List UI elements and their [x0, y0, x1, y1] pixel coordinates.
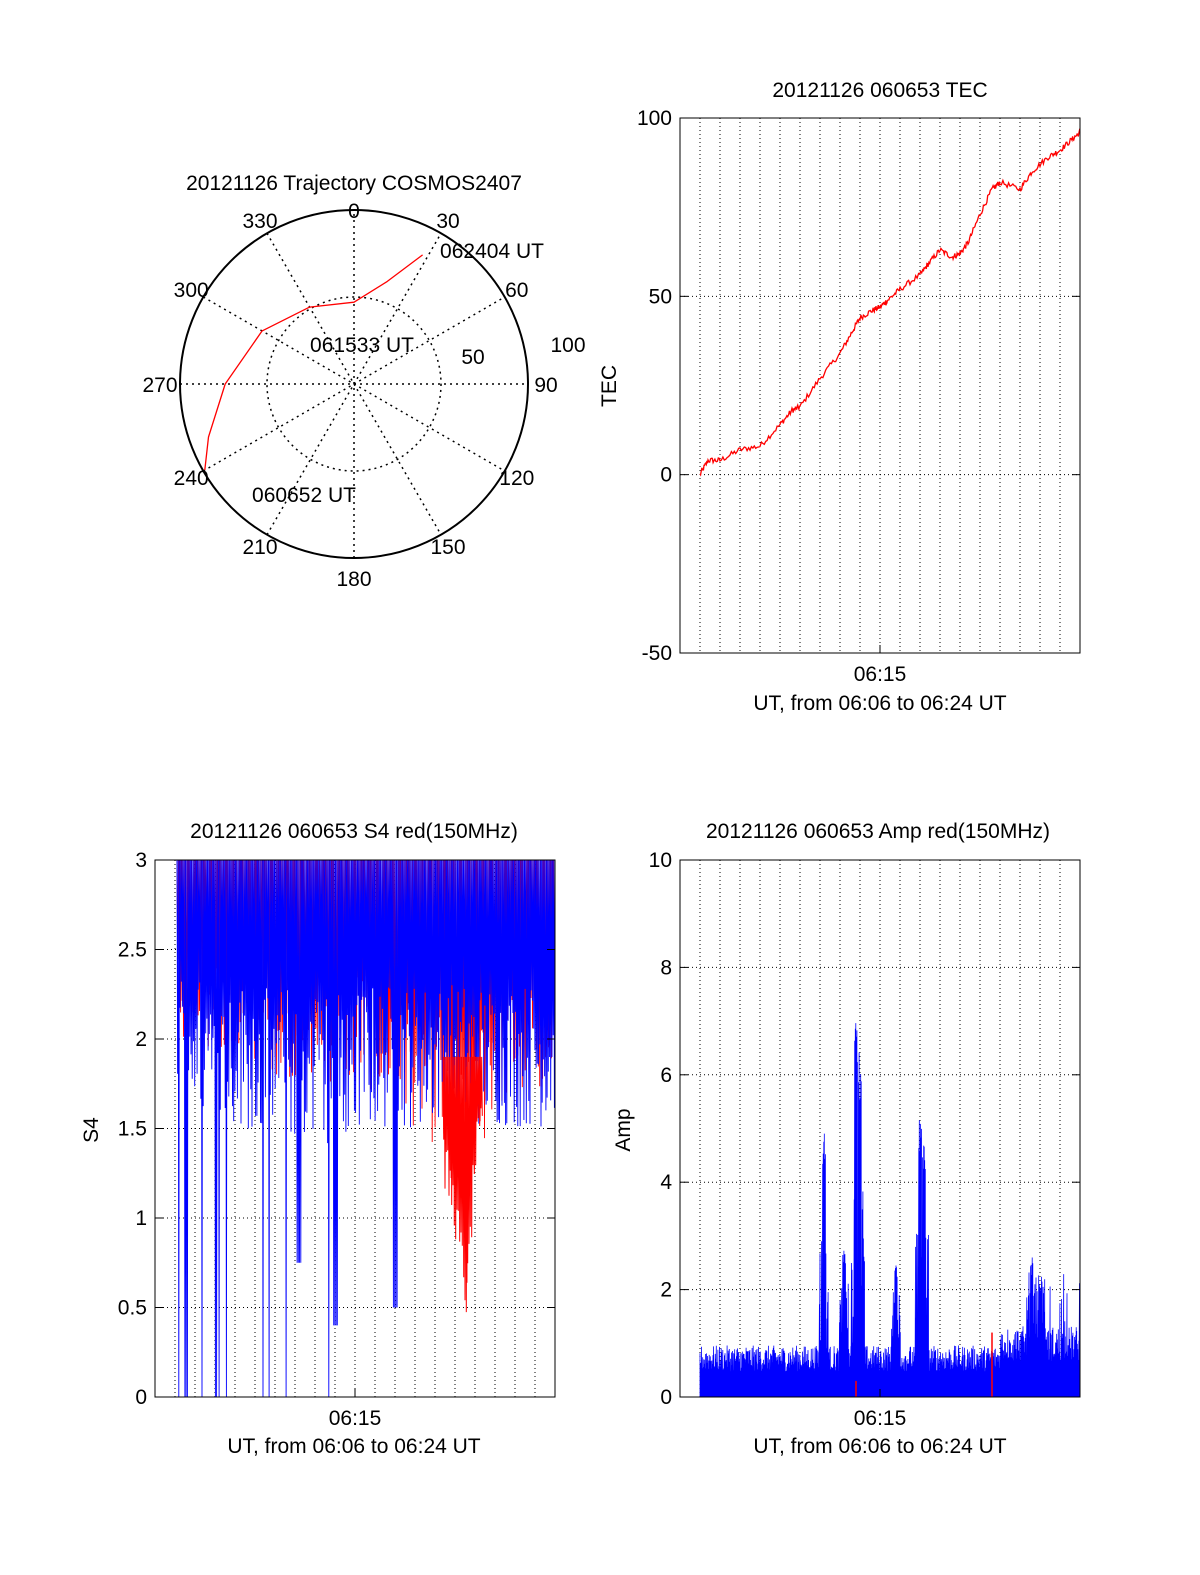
s4-ytick-label: 0.5	[118, 1297, 147, 1320]
amp-ytick-label: 10	[649, 849, 672, 872]
tec-ytick-label: -50	[642, 642, 672, 665]
s4-xlabel: UT, from 06:06 to 06:24 UT	[227, 1435, 480, 1458]
polar-grid	[179, 209, 529, 559]
polar-angle-label: 60	[505, 279, 528, 302]
s4-ytick-label: 2.5	[118, 939, 147, 962]
s4-series	[176, 859, 556, 1398]
tec-line	[699, 128, 1081, 477]
amp-blue-series	[699, 1023, 1081, 1398]
polar-angle-label: 270	[142, 374, 177, 397]
amp-ytick-label: 0	[660, 1386, 672, 1409]
tec-ytick-label: 50	[649, 285, 672, 308]
tec-grid	[680, 118, 1080, 653]
polar-angle-labels: 0 30 60 90 120 150 180 210 240 270 300 330	[142, 200, 557, 591]
s4-x-ticks: 06:15	[329, 1389, 382, 1430]
s4-ytick-label: 2	[135, 1028, 147, 1051]
polar-radius-label: 50	[461, 346, 484, 369]
amp-series	[699, 1023, 1081, 1398]
polar-angle-label: 120	[499, 467, 534, 490]
polar-annotation: 062404 UT	[440, 240, 544, 263]
amp-title: 20121126 060653 Amp red(150MHz)	[706, 820, 1050, 843]
amp-xlabel: UT, from 06:06 to 06:24 UT	[753, 1435, 1006, 1458]
amp-xtick-label: 06:15	[854, 1407, 907, 1430]
tec-y-ticks: -50 0 50 100	[637, 107, 1080, 665]
s4-blue-series	[176, 859, 556, 1398]
tec-plot: 20121126 060653 TEC -50 0 50 100 06:15 UT, …	[598, 79, 1081, 715]
polar-angle-label: 90	[534, 374, 557, 397]
polar-annotation: 061533 UT	[310, 334, 414, 357]
polar-radius-labels: 50 100	[461, 334, 585, 369]
polar-annotation: 060652 UT	[252, 484, 356, 507]
tec-xtick-label: 06:15	[854, 663, 907, 686]
polar-title: 20121126 Trajectory COSMOS2407	[186, 172, 522, 195]
polar-angle-label: 210	[242, 536, 277, 559]
polar-angle-label: 180	[336, 568, 371, 591]
polar-inner-circle	[266, 296, 442, 472]
s4-plot: 20121126 060653 S4 red(150MHz) 0 0.5 1 1.5 2…	[80, 820, 556, 1458]
s4-ytick-label: 1.5	[118, 1118, 147, 1141]
s4-ytick-label: 1	[135, 1207, 147, 1230]
amp-ytick-label: 8	[660, 956, 672, 979]
polar-angle-label: 0	[348, 200, 360, 223]
amp-ylabel: Amp	[612, 1108, 635, 1151]
polar-angle-label: 240	[174, 467, 209, 490]
polar-angle-label: 300	[174, 279, 209, 302]
tec-ytick-label: 100	[637, 107, 672, 130]
amp-y-ticks: 0 2 4 6 8 10	[649, 849, 1080, 1409]
polar-trajectory-line	[204, 254, 423, 471]
polar-angle-label: 150	[430, 536, 465, 559]
s4-ytick-label: 0	[135, 1386, 147, 1409]
amp-grid	[680, 860, 1080, 1397]
trajectory-polar-plot: 20121126 Trajectory COSMOS2407 0 30 60 90 12…	[142, 172, 585, 591]
tec-ytick-label: 0	[660, 464, 672, 487]
amp-x-ticks: 06:15	[854, 1389, 907, 1430]
polar-trajectory	[204, 254, 423, 471]
s4-red-dip	[442, 1056, 483, 1313]
tec-series	[699, 128, 1081, 477]
amp-ytick-label: 6	[660, 1064, 672, 1087]
polar-angle-label: 330	[242, 210, 277, 233]
polar-spoke	[266, 232, 442, 536]
polar-angle-label: 30	[436, 210, 459, 233]
polar-radius-label: 100	[550, 334, 585, 357]
tec-title: 20121126 060653 TEC	[772, 79, 987, 102]
s4-y-ticks: 0 0.5 1 1.5 2 2.5 3	[118, 849, 555, 1409]
s4-ylabel: S4	[80, 1117, 103, 1143]
s4-title: 20121126 060653 S4 red(150MHz)	[190, 820, 518, 843]
tec-ylabel: TEC	[598, 365, 621, 407]
amp-ytick-label: 4	[660, 1171, 672, 1194]
s4-xtick-label: 06:15	[329, 1407, 382, 1430]
tec-xlabel: UT, from 06:06 to 06:24 UT	[753, 692, 1006, 715]
tec-x-ticks: 06:15	[854, 645, 907, 686]
amp-ytick-label: 2	[660, 1279, 672, 1302]
amp-plot: 20121126 060653 Amp red(150MHz) 0246810 …	[612, 820, 1081, 1458]
s4-ytick-label: 3	[135, 849, 147, 872]
polar-annotations: 062404 UT 061533 UT 060652 UT	[252, 240, 544, 507]
